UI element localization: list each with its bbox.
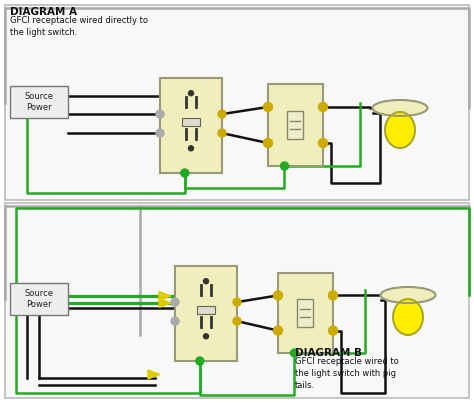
Bar [160, 78, 222, 173]
Circle shape [233, 298, 241, 306]
Text: DIAGRAM A: DIAGRAM A [10, 7, 77, 17]
Circle shape [319, 139, 328, 147]
Circle shape [328, 326, 337, 335]
Ellipse shape [385, 112, 415, 148]
Bar [5, 5, 469, 200]
Circle shape [233, 317, 241, 325]
Bar [10, 86, 68, 118]
Circle shape [203, 334, 209, 339]
Circle shape [171, 317, 179, 325]
Text: GFCI receptacle wired directly to
the light switch.: GFCI receptacle wired directly to the li… [10, 16, 148, 37]
Polygon shape [148, 370, 160, 379]
Circle shape [203, 279, 209, 284]
Polygon shape [159, 291, 171, 301]
Bar [268, 84, 323, 166]
Ellipse shape [373, 100, 428, 116]
Circle shape [281, 162, 289, 170]
Circle shape [171, 298, 179, 306]
Circle shape [273, 291, 283, 300]
Circle shape [156, 129, 164, 137]
Bar [288, 111, 303, 139]
Circle shape [181, 169, 189, 177]
Text: DIAGRAM B: DIAGRAM B [295, 348, 362, 358]
Circle shape [319, 102, 328, 112]
Circle shape [218, 110, 226, 118]
Text: Source
Power: Source Power [25, 92, 54, 112]
Bar [278, 273, 333, 353]
Text: Source
Power: Source Power [25, 289, 54, 309]
Bar [197, 305, 215, 314]
Bar [298, 299, 313, 327]
Circle shape [264, 139, 273, 147]
Circle shape [189, 91, 193, 96]
Ellipse shape [381, 287, 436, 303]
Circle shape [291, 349, 299, 357]
Circle shape [156, 110, 164, 118]
Ellipse shape [393, 299, 423, 335]
Circle shape [189, 146, 193, 151]
Circle shape [264, 102, 273, 112]
Bar [175, 266, 237, 361]
Bar [5, 203, 469, 398]
Circle shape [328, 291, 337, 300]
Bar [10, 283, 68, 315]
Circle shape [196, 357, 204, 365]
Text: GFCI receptacle wired to
the light switch with pig
tails.: GFCI receptacle wired to the light switc… [295, 357, 399, 390]
Bar [182, 118, 200, 125]
Circle shape [273, 326, 283, 335]
Circle shape [218, 129, 226, 137]
Polygon shape [159, 299, 171, 307]
